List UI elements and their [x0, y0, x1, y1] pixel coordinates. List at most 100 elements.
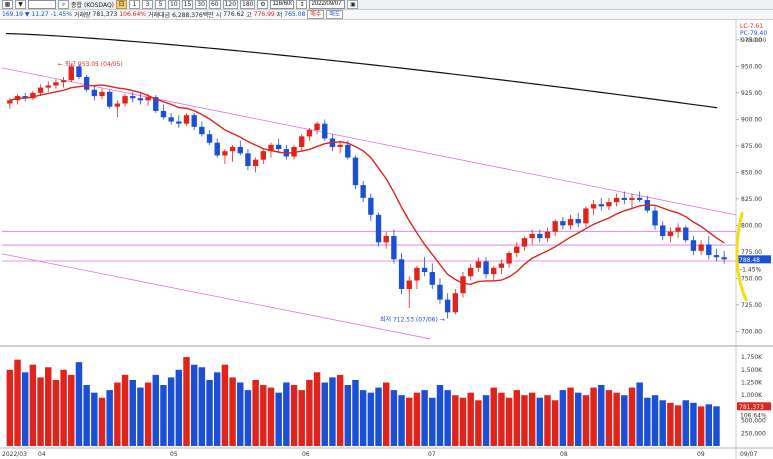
current-volume-label: 781,373 — [739, 404, 764, 411]
candle-body — [130, 96, 136, 99]
candle-body — [514, 246, 520, 253]
high-label: 고 — [246, 12, 252, 19]
price-tick-label: 925.00 — [741, 90, 762, 97]
volume-bar — [375, 387, 382, 446]
high-value: 776.99 — [253, 11, 275, 18]
candle-body — [83, 77, 90, 90]
high-annotation: ← 최고 953.05 (04/05) — [58, 60, 123, 68]
candle-body — [506, 252, 512, 264]
buy-button[interactable]: 매수 — [307, 10, 325, 19]
legend-item: LC-7.61 — [740, 23, 763, 30]
volume-bar — [190, 364, 198, 446]
search-icon[interactable]: ⌕ — [58, 0, 69, 9]
stock-code-input[interactable] — [28, 0, 56, 9]
index-value: 169.19 ▼ — [2, 11, 30, 18]
volume-bar — [29, 364, 37, 446]
price-tick-label: 825.00 — [741, 196, 762, 203]
candle-body — [398, 259, 405, 289]
candle-body — [444, 299, 451, 313]
volume-bar — [21, 372, 29, 446]
candle-body — [206, 134, 213, 143]
resistance-trendline — [1, 67, 737, 216]
candle-body — [91, 89, 98, 97]
volume-bar — [505, 397, 513, 446]
price-tick-label: 975.00 — [741, 37, 762, 44]
low-annotation: 최저 712.53 (07/06) → — [380, 316, 445, 324]
current-volume-rate-label: 106.64% — [740, 412, 767, 419]
volume-bar — [421, 390, 428, 446]
volume-bar — [398, 395, 405, 446]
period-180-button[interactable]: 180 — [240, 0, 256, 9]
candle-body — [260, 151, 266, 160]
calendar-icon[interactable]: ▣ — [347, 0, 359, 9]
candle-body — [452, 293, 459, 313]
period-60-button[interactable]: 60 — [208, 0, 221, 9]
candle-body — [245, 153, 251, 167]
period-120-button[interactable]: 120 — [222, 0, 239, 9]
volume-bar — [490, 387, 497, 446]
volume-bar — [114, 382, 121, 446]
candle-body — [352, 157, 359, 186]
volume-bar — [467, 392, 474, 446]
volume-bar — [6, 369, 14, 446]
candle-body — [598, 204, 604, 207]
date-tick-label: 05 — [170, 451, 178, 458]
candle-body — [606, 202, 612, 207]
period-15-button[interactable]: 15 — [181, 0, 194, 9]
volume-bar — [521, 395, 528, 446]
volume-bar — [137, 387, 144, 446]
period-3-button[interactable]: 3 — [142, 0, 154, 9]
volume-bar — [52, 379, 60, 446]
index-rate: -1.45% — [50, 11, 72, 18]
date-tick-label: 07 — [428, 451, 436, 458]
date-axis: 2022/03 04 05 06 07 08 09 09/07 — [0, 447, 773, 458]
volume-bar — [544, 395, 551, 446]
highlight-bracket — [735, 211, 748, 302]
grid-icon[interactable]: ▦ — [2, 0, 13, 9]
candle-body — [460, 276, 466, 294]
volume-bar — [344, 385, 352, 446]
amount-value: 6,288,376백만 — [172, 12, 214, 19]
candle-body — [421, 267, 428, 273]
count-input[interactable] — [270, 0, 295, 9]
candle-body — [537, 233, 543, 239]
candle-body — [683, 227, 689, 241]
period-1-button[interactable]: 1 — [129, 0, 141, 9]
volume-bar — [14, 359, 21, 446]
candle-body — [621, 197, 627, 200]
volume-bar — [513, 390, 521, 446]
period-30-button[interactable]: 30 — [195, 0, 207, 9]
volume-bar — [75, 362, 83, 446]
candle-body — [137, 98, 144, 101]
settings-icon[interactable]: ⚙ — [257, 0, 269, 9]
candle-body — [468, 267, 474, 277]
volume-bar — [60, 369, 67, 446]
candle-body — [406, 280, 412, 289]
current-volume-box — [737, 402, 771, 411]
volume-bar — [152, 374, 160, 446]
chart-type-icon[interactable]: ▼ — [15, 0, 26, 9]
stepper-icon[interactable]: ↕ — [296, 0, 308, 9]
candle-body — [222, 151, 228, 156]
volume-bar — [221, 364, 229, 446]
candle-body — [483, 261, 489, 275]
period-day-button[interactable]: 日 — [116, 0, 128, 9]
volume-bar — [252, 379, 259, 446]
candle-body — [721, 257, 727, 260]
candle-body — [544, 231, 551, 239]
volume-bar — [590, 387, 597, 446]
legend-item: PC-79.40 — [740, 30, 767, 37]
volume-bar — [290, 385, 298, 446]
candle-body — [590, 204, 597, 209]
volume-bar — [444, 390, 451, 446]
status-bar: 169.19 ▼ 11.27 -1.45% 거래량 781,373 106.64… — [0, 10, 773, 20]
support-trendline — [1, 253, 431, 340]
candlestick-chart[interactable]: 975.00 950.00 925.00 900.00 875.00 850.00 825.… — [0, 20, 773, 459]
volume-bar — [321, 382, 328, 446]
volume-bar — [175, 369, 183, 446]
price-tick-label: 725.00 — [741, 302, 762, 309]
period-10-button[interactable]: 10 — [168, 0, 180, 9]
period-5-button[interactable]: 5 — [155, 0, 167, 9]
sell-button[interactable]: 매도 — [326, 10, 344, 19]
date-input[interactable] — [309, 0, 346, 9]
